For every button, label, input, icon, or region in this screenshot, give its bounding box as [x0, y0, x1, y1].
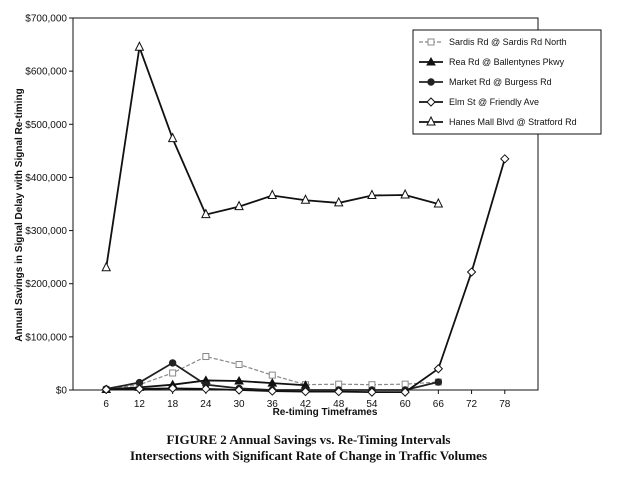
x-tick-label: 60	[400, 399, 412, 410]
y-tick-label: $0	[56, 386, 68, 397]
x-tick-label: 24	[200, 399, 212, 410]
data-point	[433, 197, 444, 208]
data-point	[300, 386, 311, 397]
data-point	[234, 375, 244, 385]
x-tick-label: 72	[466, 399, 478, 410]
data-point	[167, 383, 178, 394]
data-point	[400, 188, 410, 199]
y-tick-label: $500,000	[25, 120, 67, 131]
data-point	[201, 384, 211, 394]
data-point	[201, 208, 211, 219]
data-point	[400, 387, 410, 397]
legend-swatch-marker	[426, 97, 436, 107]
series-layer	[101, 41, 510, 397]
data-point	[134, 384, 145, 394]
x-tick-label: 66	[433, 399, 445, 410]
legend-swatch-marker	[426, 115, 436, 126]
data-point	[169, 369, 177, 377]
x-tick-label: 42	[300, 399, 312, 410]
data-point	[101, 261, 112, 272]
data-point	[466, 267, 477, 277]
data-point	[401, 380, 409, 388]
data-point	[202, 353, 210, 361]
legend-label: Hanes Mall Blvd @ Stratford Rd	[449, 117, 577, 127]
legend-swatch-marker	[427, 38, 435, 46]
x-tick-label: 48	[333, 399, 345, 410]
series-line	[106, 158, 506, 394]
figure-caption: FIGURE 2 Annual Savings vs. Re-Timing In…	[0, 432, 617, 464]
x-tick-label: 6	[103, 399, 109, 410]
legend-label: Rea Rd @ Ballentynes Pkwy	[449, 57, 565, 67]
x-axis-title: Re-timing Timeframes	[273, 407, 378, 418]
series-4	[101, 154, 510, 397]
x-tick-label: 36	[267, 399, 279, 410]
caption-line-2: Intersections with Significant Rate of C…	[129, 448, 488, 463]
data-point	[235, 360, 243, 368]
data-point	[234, 200, 244, 211]
x-tick-label: 78	[499, 399, 511, 410]
data-point	[101, 384, 111, 395]
data-point	[500, 154, 510, 164]
x-tick-label: 12	[134, 399, 146, 410]
data-point	[335, 380, 343, 388]
y-tick-label: $200,000	[25, 279, 67, 290]
legend: Sardis Rd @ Sardis Rd North Rea Rd @ Ball…	[412, 29, 602, 135]
legend-box	[412, 29, 602, 135]
data-point	[234, 385, 244, 395]
data-point	[367, 387, 377, 397]
x-tick-label: 54	[366, 399, 378, 410]
data-point	[267, 386, 277, 396]
data-point	[267, 378, 278, 387]
line-chart: $0 $100,000 $200,000 $300,000 $400,000 $500,0…	[14, 14, 602, 418]
x-tick-label: 30	[234, 399, 246, 410]
x-tick-label: 18	[167, 399, 179, 410]
y-tick-label: $600,000	[25, 67, 67, 78]
series-line	[105, 46, 439, 268]
legend-label: Sardis Rd @ Sardis Rd North	[449, 37, 567, 47]
legend-label: Market Rd @ Burgess Rd	[449, 77, 552, 87]
y-axis-title: Annual Savings in Signal Delay with Sign…	[14, 88, 25, 341]
data-point	[300, 194, 311, 204]
legend-label: Elm St @ Friendly Ave	[449, 97, 539, 107]
y-tick-label: $400,000	[25, 173, 67, 184]
legend-swatch-marker	[426, 56, 436, 66]
data-point	[334, 386, 344, 397]
data-point	[367, 189, 377, 199]
y-axis-ticks: $0 $100,000 $200,000 $300,000 $400,000 $500,0…	[25, 14, 73, 397]
data-point	[268, 371, 276, 379]
data-point	[134, 41, 145, 51]
data-point	[433, 364, 444, 374]
legend-swatch-marker	[427, 78, 435, 86]
data-point	[434, 378, 443, 386]
y-tick-label: $100,000	[25, 332, 67, 343]
data-point	[168, 359, 177, 367]
data-point	[167, 132, 178, 143]
caption-line-1: FIGURE 2 Annual Savings vs. Re-Timing In…	[166, 432, 451, 447]
data-point	[267, 189, 278, 199]
series-5	[101, 41, 444, 272]
y-tick-label: $300,000	[25, 226, 67, 237]
y-tick-label: $700,000	[25, 14, 67, 25]
data-point	[333, 196, 344, 207]
